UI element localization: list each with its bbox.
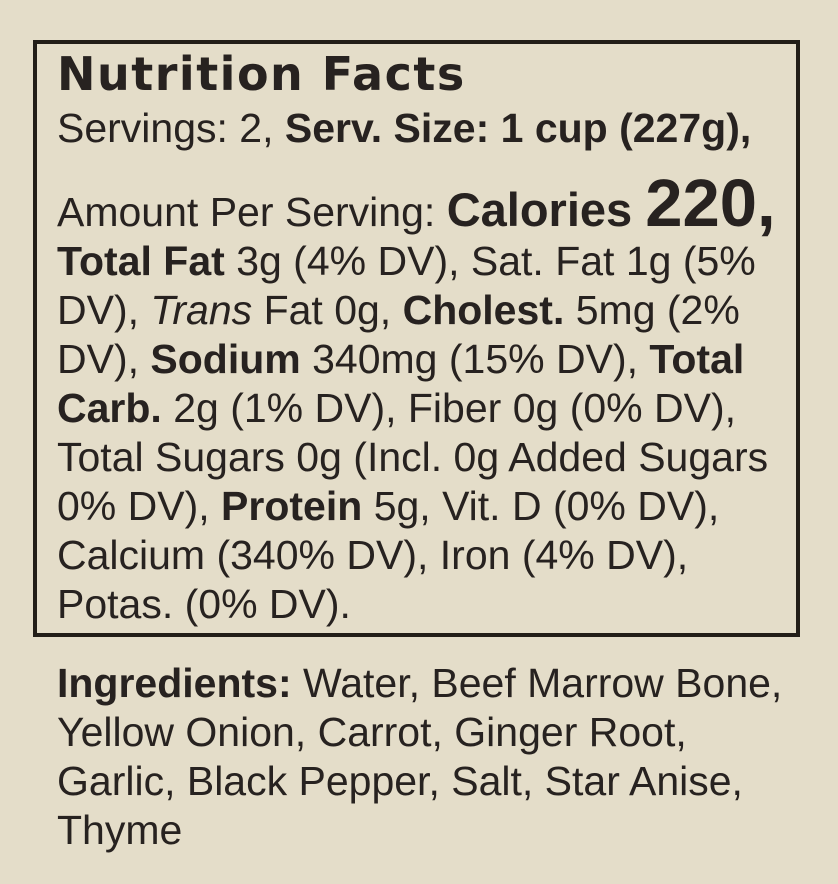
text-segment-bold: Total Carb.: [57, 336, 745, 431]
serving-info-line: Servings: 2, Serv. Size: 1 cup (227g),: [57, 104, 796, 153]
text-segment-regular: 3g (4% DV), Sat. Fat 1g (5% DV),: [57, 238, 756, 333]
text-segment-regular: Amount Per Serving:: [57, 189, 447, 235]
nutrition-facts-title: Nutrition Facts: [57, 47, 466, 101]
text-segment-regular: 2g (1% DV), Fiber 0g (0% DV), Total Suga…: [57, 385, 769, 529]
text-segment-calories-value: 220,: [645, 166, 776, 241]
nutrients-paragraph: Amount Per Serving: Calories 220, Total …: [57, 170, 796, 629]
text-segment-regular: Water, Beef Marrow Bone, Yellow Onion, C…: [57, 660, 783, 853]
text-segment-calories-label: Calories: [446, 183, 646, 236]
text-segment-bold: Ingredients:: [57, 660, 304, 706]
ingredients-paragraph: Ingredients: Water, Beef Marrow Bone, Ye…: [57, 659, 796, 855]
text-segment-regular: 340mg (15% DV),: [300, 336, 650, 382]
text-segment-bold: Serv. Size: 1 cup (227g),: [284, 105, 752, 151]
nutrition-facts-panel: Nutrition Facts Servings: 2, Serv. Size:…: [33, 40, 800, 637]
text-segment-bold: Protein: [221, 483, 363, 529]
text-segment-italic: Trans: [150, 287, 253, 333]
text-segment-regular: 5mg (2% DV),: [57, 287, 740, 382]
text-segment-regular: Servings: 2,: [57, 105, 285, 151]
text-segment-bold: Sodium: [150, 336, 301, 382]
text-segment-bold: Total Fat: [57, 238, 225, 284]
text-segment-bold: Cholest.: [402, 287, 565, 333]
text-segment-regular: Fat 0g,: [252, 287, 403, 333]
text-segment-regular: 5g, Vit. D (0% DV), Calcium (340% DV), I…: [57, 483, 720, 627]
